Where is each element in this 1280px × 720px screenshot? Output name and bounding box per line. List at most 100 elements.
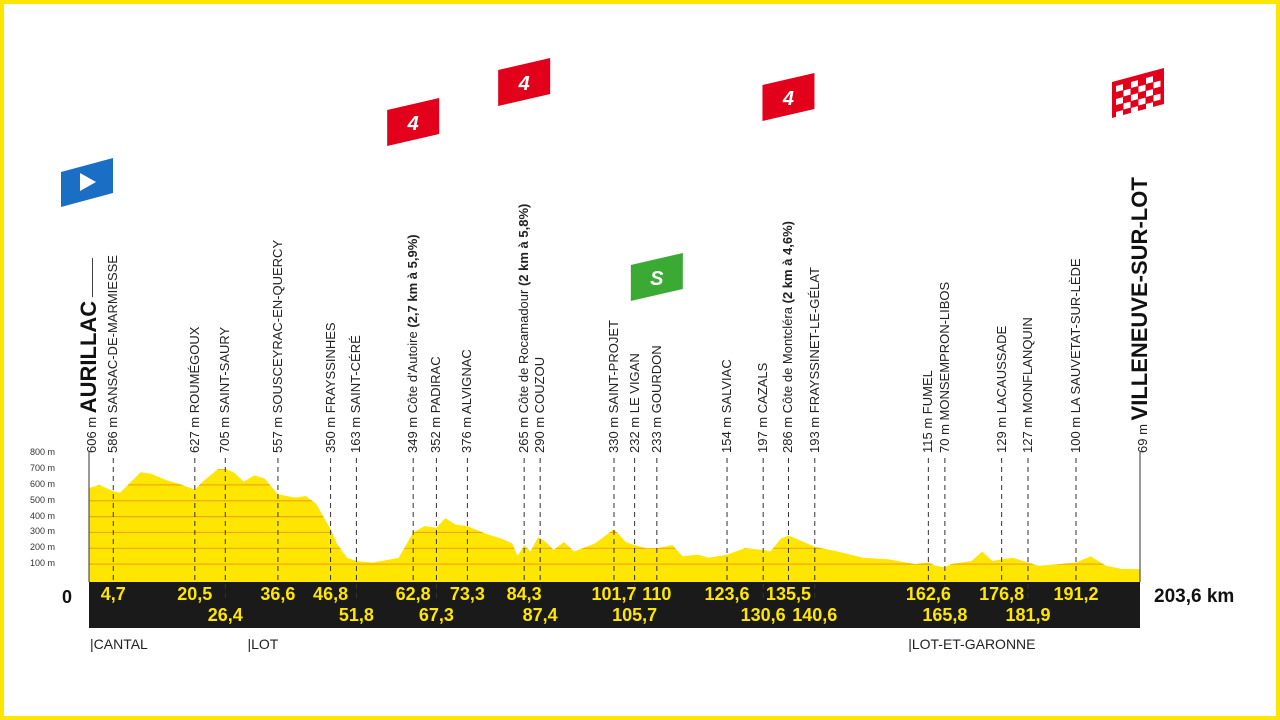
waypoint-altitude: 349 m <box>405 416 421 453</box>
km-label: 73,3 <box>449 584 485 604</box>
waypoint-altitude: 286 m <box>780 416 796 453</box>
waypoint-altitude: 265 m <box>516 416 532 453</box>
waypoint-label: 286 m Côte de Montcléra (2 km à 4,6%) <box>780 221 796 453</box>
waypoint-label: 233 m GOURDON <box>649 345 665 453</box>
waypoint-altitude: 127 m <box>1019 416 1035 453</box>
km-label: 181,9 <box>1005 605 1051 625</box>
checker-square <box>1146 76 1153 85</box>
checker-square <box>1138 97 1146 106</box>
km-label: 62,8 <box>395 584 431 604</box>
km-label: 130,6 <box>740 605 786 625</box>
km-label: 46,8 <box>313 584 349 604</box>
waypoint-label: 349 m Côte d'Autoire (2,7 km à 5,9%) <box>405 234 421 453</box>
waypoint-label: 330 m SAINT-PROJET <box>606 320 622 453</box>
waypoint-label: 586 m SANSAC-DE-MARMIESSE <box>105 255 121 453</box>
waypoint-altitude: 606 m <box>84 416 99 453</box>
waypoint-altitude: 352 m <box>428 416 444 453</box>
waypoint-altitude: 115 m <box>920 417 936 453</box>
y-tick-label: 200 m <box>30 542 56 553</box>
region-label: |LOT-ET-GARONNE <box>908 636 1036 652</box>
waypoint-label: 163 m SAINT-CÉRÉ <box>348 335 364 453</box>
waypoint-altitude: 627 m <box>186 416 202 453</box>
waypoint-name: MONFLANQUIN <box>1019 317 1035 414</box>
waypoint-name: COUZOU <box>532 356 548 414</box>
waypoint-altitude: 586 m <box>105 416 121 453</box>
waypoint-name: LA SAUVETAT-SUR-LÈDE <box>1067 258 1083 414</box>
y-tick-label: 500 m <box>30 494 56 505</box>
total-distance-label: 203,6 km <box>1154 586 1235 607</box>
waypoint-name: ROUMÉGOUX <box>186 326 202 414</box>
region-label: |LOT <box>247 636 279 652</box>
waypoint-name: MONSEMPRON-LIBOS <box>936 281 952 421</box>
waypoint-name: SAINT-PROJET <box>605 320 621 414</box>
flag-text: 4 <box>407 113 419 135</box>
km-label: 105,7 <box>612 605 658 625</box>
waypoint-altitude: 163 m <box>348 416 364 453</box>
y-tick-label: 600 m <box>30 478 56 489</box>
flag-text: 4 <box>782 88 794 110</box>
waypoint-label: 265 m Côte de Rocamadour (2 km à 5,8%) <box>516 204 532 453</box>
waypoint-altitude: 129 m <box>993 416 1009 453</box>
waypoint-label: 197 m CAZALS <box>755 363 771 453</box>
climb-category-flag <box>498 58 551 106</box>
y-tick-label: 400 m <box>30 510 56 521</box>
waypoint-name: SAINT-SAURY <box>217 326 233 414</box>
waypoint-altitude: 233 m <box>648 416 664 453</box>
checker-square <box>1116 97 1123 106</box>
waypoint-altitude: 70 m <box>936 424 952 453</box>
km-label: 162,6 <box>905 584 951 604</box>
waypoint-name: LACAUSSADE <box>993 325 1009 414</box>
checker-square <box>1153 93 1161 102</box>
waypoint-altitude: 290 m <box>532 416 548 453</box>
km-label: 135,5 <box>765 584 811 604</box>
waypoint-label: 100 m LA SAUVETAT-SUR-LÈDE <box>1068 258 1084 453</box>
flag-text: S <box>650 268 664 290</box>
y-tick-label: 700 m <box>30 463 56 474</box>
km-label: 4,7 <box>100 584 126 604</box>
waypoint-altitude: 100 m <box>1067 416 1083 453</box>
waypoint-label: 376 m ALVIGNAC <box>459 349 475 453</box>
waypoint-label: 705 m SAINT-SAURY <box>217 327 233 453</box>
distance-band <box>89 582 1140 628</box>
waypoint-altitude: 232 m <box>626 416 642 453</box>
y-tick-label: 800 m <box>30 447 56 458</box>
waypoint-name: FRAYSSINET-LE-GÉLAT <box>806 267 822 414</box>
checker-square <box>1153 80 1161 89</box>
waypoint-label: 129 m LACAUSSADE <box>994 326 1010 453</box>
km-label: 87,4 <box>522 605 558 625</box>
region-label: |CANTAL <box>90 636 148 652</box>
waypoint-name: VILLENEUVE-SUR-LOT <box>1127 177 1152 421</box>
waypoint-name: LE VIGAN <box>626 353 642 414</box>
waypoint-label: 232 m LE VIGAN <box>627 353 643 453</box>
km-label: 110 <box>642 584 672 604</box>
waypoint-name: AURILLAC <box>76 300 101 414</box>
start-play-icon <box>80 173 96 191</box>
waypoint-name: Côte d'Autoire <box>405 331 421 414</box>
checker-square <box>1123 88 1131 97</box>
km-label: 84,3 <box>506 584 542 604</box>
checker-square <box>1116 110 1123 119</box>
waypoint-altitude: 330 m <box>605 416 621 453</box>
waypoint-name: Côte de Montcléra <box>780 307 796 414</box>
start-km-label: 0 <box>62 587 73 607</box>
waypoint-name: PADIRAC <box>428 356 444 414</box>
y-tick-label: 100 m <box>30 558 56 569</box>
climb-detail: (2 km à 4,6%) <box>780 221 796 304</box>
waypoint-label: 70 m MONSEMPRON-LIBOS <box>937 282 953 453</box>
checker-square <box>1131 93 1138 102</box>
elevation-profile-area <box>89 469 1140 582</box>
km-label: 101,7 <box>591 584 637 604</box>
climb-category-flag <box>762 73 815 121</box>
checker-square <box>1123 101 1131 110</box>
km-label: 123,6 <box>704 584 750 604</box>
waypoint-altitude: 376 m <box>459 416 475 453</box>
km-label: 20,5 <box>177 584 213 604</box>
climb-detail: (2 km à 5,8%) <box>516 203 532 287</box>
km-label: 36,6 <box>260 584 296 604</box>
checker-square <box>1131 80 1138 89</box>
waypoint-altitude: 705 m <box>217 416 233 453</box>
waypoint-name: ALVIGNAC <box>459 349 475 414</box>
checker-square <box>1138 84 1146 93</box>
waypoint-label: 115 m FUMEL <box>920 370 936 453</box>
